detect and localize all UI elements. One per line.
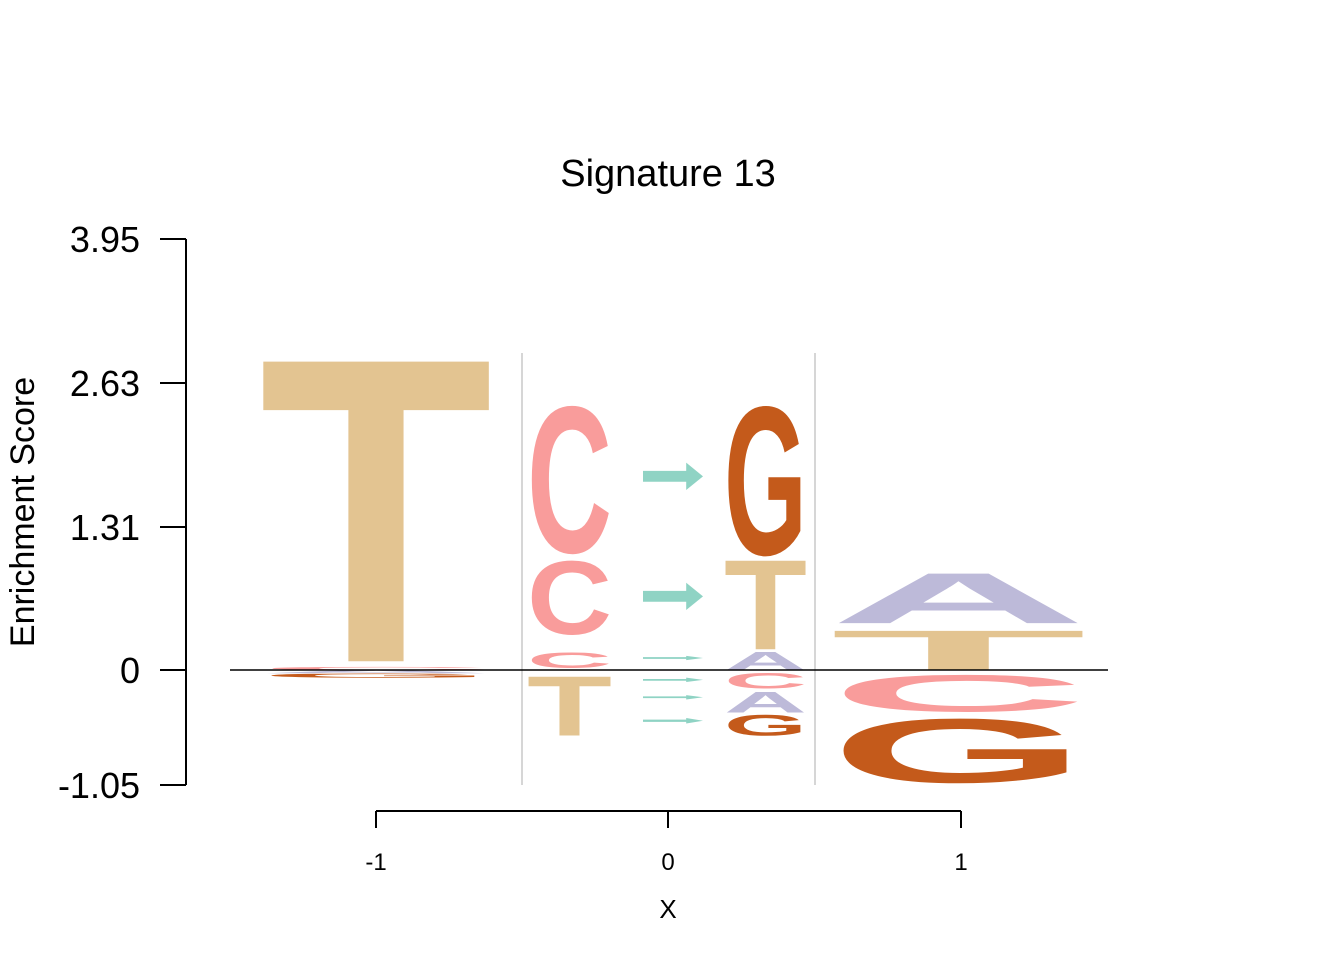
y-tick-label: 2.63: [70, 363, 140, 404]
y-tick-label: 0: [120, 650, 140, 691]
logo-letter-a: A: [724, 647, 807, 675]
y-tick-label: 3.95: [70, 219, 140, 260]
substitution-arrow: [643, 677, 703, 683]
logo-letter-t: T: [259, 267, 493, 753]
logo-letter-t: T: [527, 659, 612, 754]
substitution-arrow: [643, 655, 703, 661]
logo-letter-t: T: [830, 618, 1087, 682]
x-tick-label: 0: [661, 849, 674, 876]
logo-letter-a: A: [259, 669, 493, 674]
y-tick-label: 1.31: [70, 507, 140, 548]
logo-letter-t: T: [724, 534, 807, 678]
logo-letter-c: C: [527, 647, 612, 672]
x-tick-label: -1: [365, 849, 386, 876]
logo-letter-g: G: [830, 700, 1087, 802]
logo-letter-a: A: [724, 685, 807, 718]
logo-letter-a: A: [830, 558, 1087, 638]
substitution-arrow: [643, 582, 703, 610]
x-axis: -1 0 1: [365, 810, 968, 876]
x-tick-label: 1: [954, 849, 967, 876]
y-axis-label: Enrichment Score: [4, 377, 42, 647]
y-axis: 3.95 2.63 1.31 0 -1.05: [58, 219, 187, 806]
logo-letter-g: G: [724, 362, 807, 600]
chart-title: Signature 13: [560, 153, 776, 195]
logo-letter-c: C: [724, 668, 807, 693]
substitution-arrow: [643, 695, 703, 700]
logo-letter-c: C: [527, 364, 612, 598]
logo-letter-c: C: [830, 664, 1087, 722]
x-axis-label: X: [659, 894, 676, 924]
y-tick-label: -1.05: [58, 765, 140, 806]
logo-letter-c: C: [259, 666, 493, 671]
substitution-arrow: [643, 462, 703, 490]
logo-letter-g: G: [259, 672, 493, 679]
substitution-arrow: [643, 718, 703, 724]
logo-letter-g: G: [724, 708, 807, 742]
logo-letter-c: C: [527, 539, 612, 657]
